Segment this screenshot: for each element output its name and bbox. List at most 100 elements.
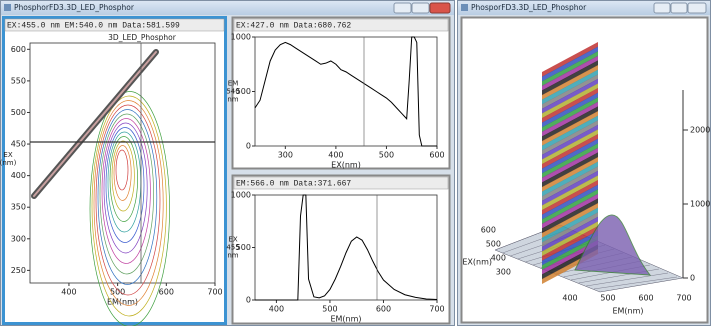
maximize-button[interactable] [670,2,688,14]
panel-header [233,176,449,190]
y-tick-label: 400 [11,171,26,180]
title-bar [1,1,454,15]
contour-line [101,118,151,264]
window-icon [4,4,11,11]
y-axis-label: (nm) [0,159,17,167]
minimize-button[interactable] [393,2,412,14]
panel-header-text: EX:455.0 nm EM:540.0 nm Data:581.599 [7,22,180,31]
surface-stripe [542,88,598,123]
z-tick-label: 2000 [690,126,710,135]
contour-line [115,149,129,191]
x-tick-label: 600 [159,288,174,297]
emission-panel [231,174,451,325]
y-tick-label: 1000 [231,191,251,200]
x-tick-label: 500 [110,288,125,297]
y-tick-label: 250 [11,266,26,275]
surface-stripe [542,180,598,215]
contour-line [113,145,132,201]
surface-stripe [542,120,598,156]
surface-stripe [542,230,598,266]
y-axis-label: 455 [226,244,239,252]
surface-stripe [542,193,598,229]
y-axis-label: EM [228,80,238,88]
x-tick-label: 500 [322,305,337,314]
x-axis-label: EX(nm) [331,161,361,170]
panel-header-text: EX:427.0 nm Data:680.762 [236,22,351,31]
y-tick-label: 500 [11,108,26,117]
surface-stripe [542,92,598,128]
contour-line [89,91,170,326]
mesh-line [586,272,669,287]
surface-stripe [542,111,598,146]
close-button[interactable] [429,2,451,14]
x-tick-label: 700 [429,305,444,314]
surface-stripe [542,161,598,197]
x-tick-label: 400 [61,288,76,297]
x-tick-label: 700 [207,288,222,297]
surface-stripe [542,83,598,119]
panel-header-text: EM:566.0 nm Data:371.667 [236,180,351,189]
surface-stripe [542,207,598,243]
panel-header [233,18,449,32]
y-tick-label: 550 [11,76,26,85]
spectrum-line [255,194,438,301]
mesh-line [593,276,678,290]
x-axis-label: EM(nm) [107,298,138,307]
surface-stripe [542,55,598,91]
plot-title: 3D_LED_Phosphor [108,33,177,42]
contour-line [91,95,167,317]
surface-stripe [542,69,598,105]
y-tick-label: 600 [11,45,26,54]
surface-stripe [542,170,598,206]
y-tick-label: 450 [11,140,26,149]
maximize-button[interactable] [411,2,430,14]
minimize-button[interactable] [653,2,671,14]
surface-stripe [542,184,598,220]
surface-stripe [542,101,598,137]
surface-plot [494,42,684,293]
surface-stripe [542,203,598,238]
surface-stripe [542,124,598,160]
ex-tick-label: 500 [486,240,501,249]
x-tick-label: 400 [269,305,284,314]
surface-stripe [542,147,598,183]
contour-line [109,136,138,222]
surface-stripe [542,129,598,165]
surface-stripe [542,134,598,169]
window-title: PhosporFD3.3D_LED_Phosphor [471,3,587,12]
close-button[interactable] [687,2,707,14]
em-tick-label: 500 [600,294,615,303]
panel-header [4,18,225,32]
surface-stripe [542,239,598,275]
surface-stripe [542,152,598,188]
surface-stripe [542,97,598,133]
y-tick-label: 350 [11,203,26,212]
excitation-panel [231,16,451,170]
contour-line [97,109,158,285]
y-tick-label: 500 [236,87,251,96]
y-axis-label: EX [228,236,237,244]
window-title: PhosphorFD3.3D_LED_Phosphor [14,3,135,12]
y-tick-label: 0 [246,142,251,151]
y-axis-label: EX [3,151,12,159]
y-axis-label: nm [227,252,238,260]
x-tick-label: 500 [379,151,394,160]
contour-line [99,113,154,275]
x-tick-label: 400 [328,151,343,160]
surface-stripe [542,235,598,271]
y-tick-label: 300 [11,234,26,243]
surface-stripe [542,46,598,82]
z-tick-label: 1000 [690,200,710,209]
y-axis-label: 540 [226,88,239,96]
surface-stripe [542,51,598,87]
scatter-band-core [33,51,157,197]
surface-stripe [542,143,598,179]
plot-frame [29,42,216,284]
surface-stripe [542,221,598,257]
ex-tick-label: 300 [496,268,511,277]
em-axis-label: EM(nm) [612,307,643,316]
em-tick-label: 400 [562,294,577,303]
contour-line [111,140,135,212]
